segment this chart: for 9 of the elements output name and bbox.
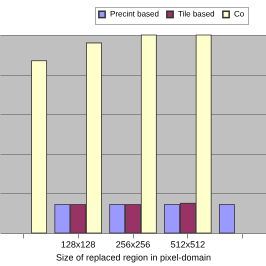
legend-label: Co: [234, 9, 245, 18]
legend-label: Precint based: [110, 9, 159, 18]
x-axis-title: Size of replaced region in pixel-domain: [56, 252, 212, 262]
x-tick-label: 512x512: [170, 240, 206, 250]
bar: [218, 204, 235, 234]
x-tick-label: 256x256: [116, 240, 150, 250]
x-tick-label: 128x128: [60, 240, 96, 250]
bar: [31, 60, 48, 234]
legend-label: Tile based: [178, 9, 215, 18]
